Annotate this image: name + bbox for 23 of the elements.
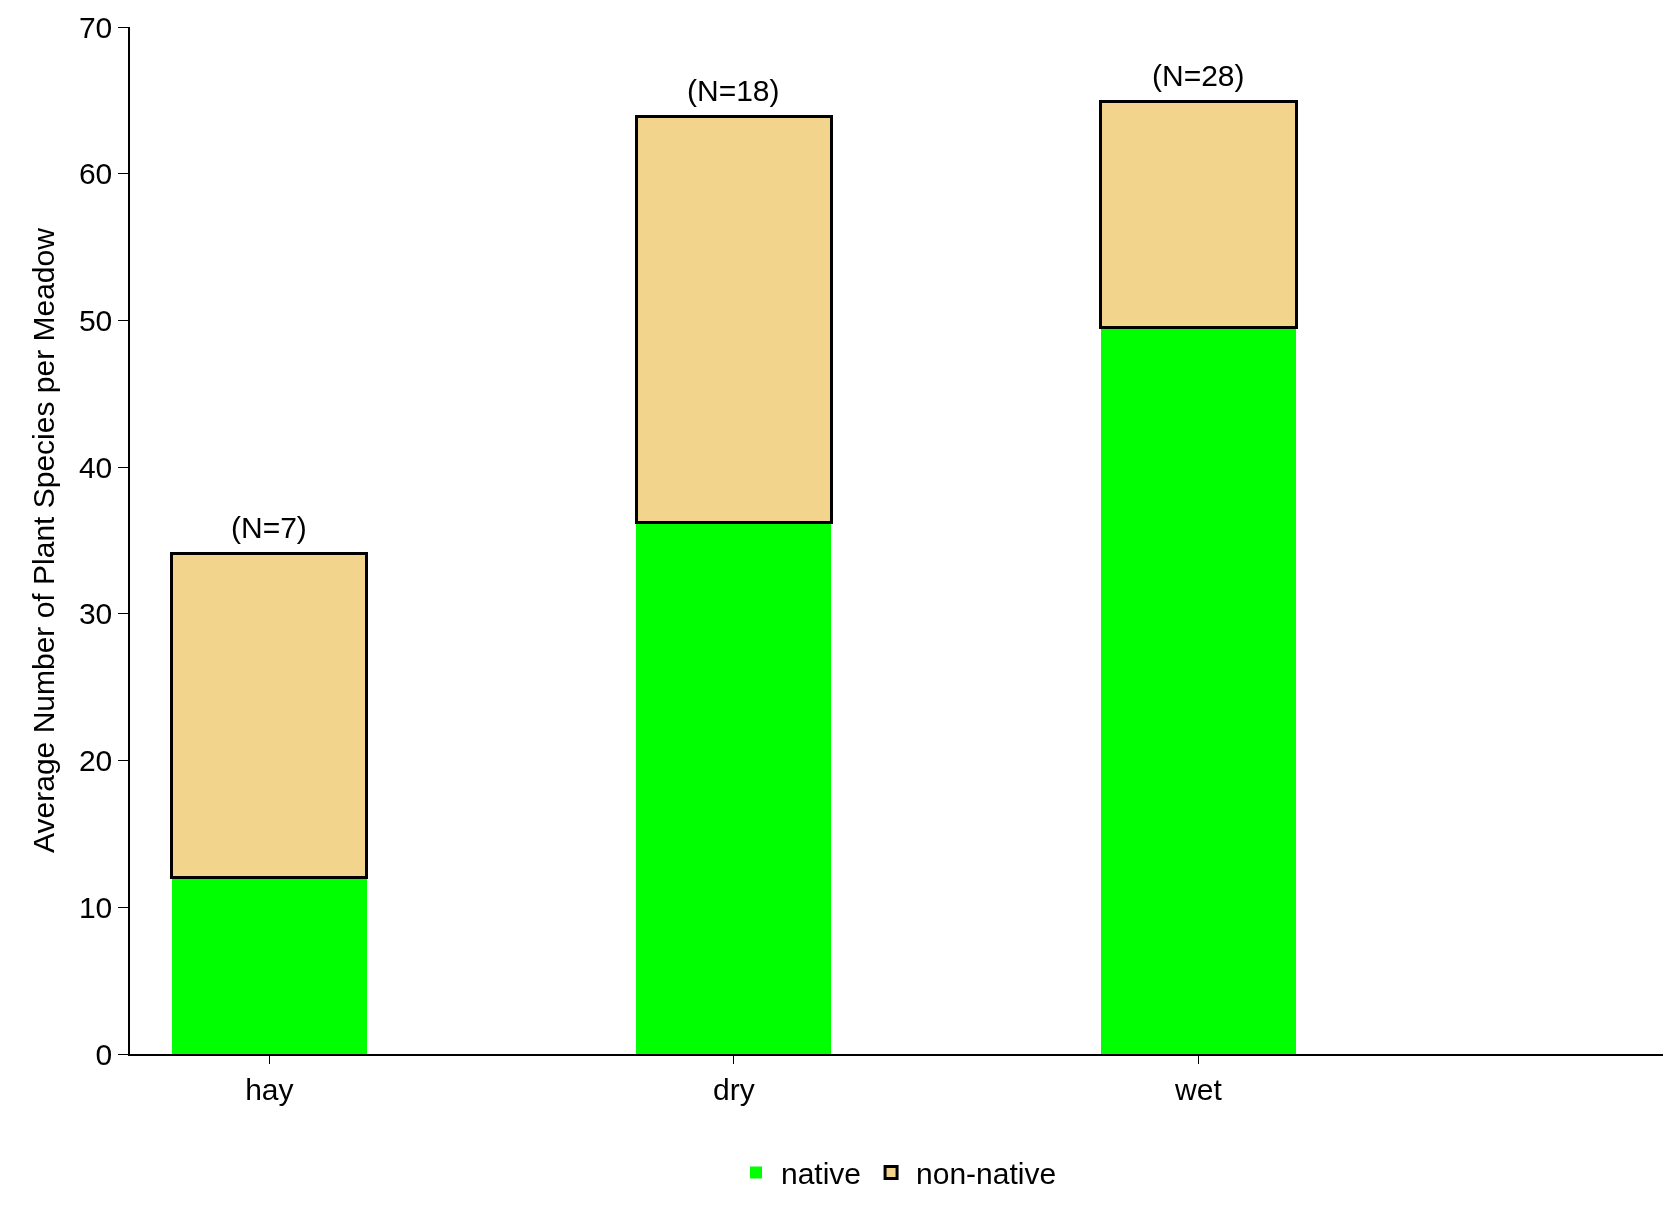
bar (170, 552, 369, 880)
x-tick-label: hay (245, 1072, 294, 1106)
legend-label: native (781, 1157, 862, 1191)
y-tick-label: 40 (78, 450, 113, 484)
bar (636, 522, 832, 1054)
annotation: (N=7) (231, 511, 307, 544)
y-tick-label: 10 (78, 890, 113, 924)
y-axis-title: Average Number of Plant Species per Meadow (27, 227, 61, 853)
bar (1100, 327, 1297, 1054)
annotation: (N=28) (1152, 59, 1245, 92)
y-tick-label: 70 (78, 10, 113, 44)
x-tick-label: wet (1174, 1072, 1223, 1106)
annotation: (N=18) (687, 74, 780, 107)
y-tick-label: 20 (78, 744, 113, 778)
y-tick-label: 0 (95, 1037, 113, 1071)
y-tick-label: 30 (78, 597, 113, 631)
x-tick-label: dry (713, 1072, 755, 1106)
y-tick-label: 60 (78, 157, 113, 191)
bar (171, 877, 367, 1054)
y-tick-label: 50 (78, 303, 113, 337)
legend-label: non-native (916, 1157, 1057, 1191)
bar (634, 115, 833, 525)
bar (1099, 100, 1298, 330)
